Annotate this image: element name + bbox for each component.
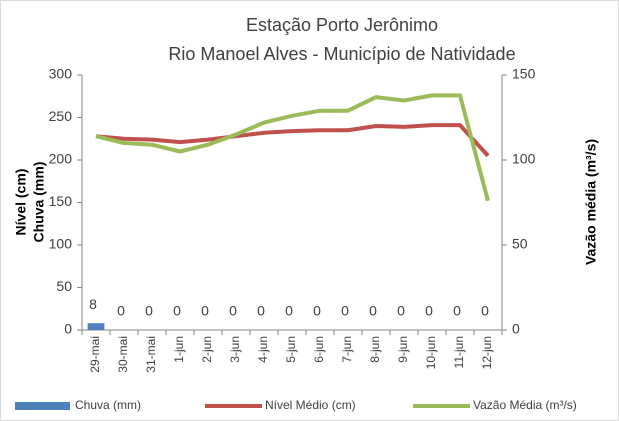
line xyxy=(95,93,490,202)
data-label: 0 xyxy=(117,303,125,319)
x-tick-label: 6-jun xyxy=(312,336,326,363)
y-axis-title: Chuva (mm) xyxy=(31,162,47,243)
x-tick-label: 8-jun xyxy=(368,336,382,363)
x-tick-label: 2-jun xyxy=(200,336,214,363)
data-label: 0 xyxy=(173,303,181,319)
y2-tick-label: 0 xyxy=(512,321,520,337)
legend-label: Nível Médio (cm) xyxy=(265,398,356,412)
data-label: 0 xyxy=(201,303,209,319)
y-tick-label: 0 xyxy=(64,321,72,337)
y-tick-label: 300 xyxy=(49,66,73,82)
chart-subtitle: Rio Manoel Alves - Município de Nativida… xyxy=(168,44,515,64)
y-tick-label: 50 xyxy=(56,278,72,294)
chart-title: Estação Porto Jerônimo xyxy=(246,15,438,35)
y2-tick-label: 50 xyxy=(512,236,528,252)
x-tick-label: 11-jun xyxy=(452,336,466,368)
y-tick-label: 100 xyxy=(49,236,73,252)
x-tick-label: 31-mai xyxy=(144,336,158,373)
data-label: 0 xyxy=(285,303,293,319)
bar xyxy=(87,323,105,330)
y-tick-label: 250 xyxy=(49,108,73,124)
data-label: 0 xyxy=(425,303,433,319)
x-tick-label: 5-jun xyxy=(284,336,298,363)
x-tick-label: 3-jun xyxy=(228,336,242,363)
x-tick-label: 12-jun xyxy=(480,336,494,369)
x-tick-label: 10-jun xyxy=(424,336,438,369)
data-label: 0 xyxy=(397,303,405,319)
y2-tick-label: 100 xyxy=(512,151,536,167)
data-label: 0 xyxy=(369,303,377,319)
data-label: 8 xyxy=(89,296,97,312)
x-tick-label: 7-jun xyxy=(340,336,354,363)
data-label: 0 xyxy=(145,303,153,319)
x-tick-label: 29-mai xyxy=(88,336,102,373)
x-tick-label: 1-jun xyxy=(172,336,186,363)
y2-axis-title: Vazão média (m³/s) xyxy=(583,139,599,265)
line xyxy=(95,123,490,158)
x-tick-label: 30-mai xyxy=(116,336,130,373)
data-label: 0 xyxy=(313,303,321,319)
legend-label: Chuva (mm) xyxy=(75,398,141,412)
y-tick-label: 200 xyxy=(49,151,73,167)
data-label: 0 xyxy=(257,303,265,319)
data-label: 0 xyxy=(453,303,461,319)
x-tick-label: 9-jun xyxy=(396,336,410,363)
y-tick-label: 150 xyxy=(49,193,73,209)
y-axis-title: Nível (cm) xyxy=(13,169,29,236)
data-label: 0 xyxy=(341,303,349,319)
legend-label: Vazão Média (m³/s) xyxy=(473,398,577,412)
legend-swatch xyxy=(15,402,70,410)
data-label: 0 xyxy=(229,303,237,319)
y2-tick-label: 150 xyxy=(512,66,536,82)
x-tick-label: 4-jun xyxy=(256,336,270,363)
data-label: 0 xyxy=(481,303,489,319)
